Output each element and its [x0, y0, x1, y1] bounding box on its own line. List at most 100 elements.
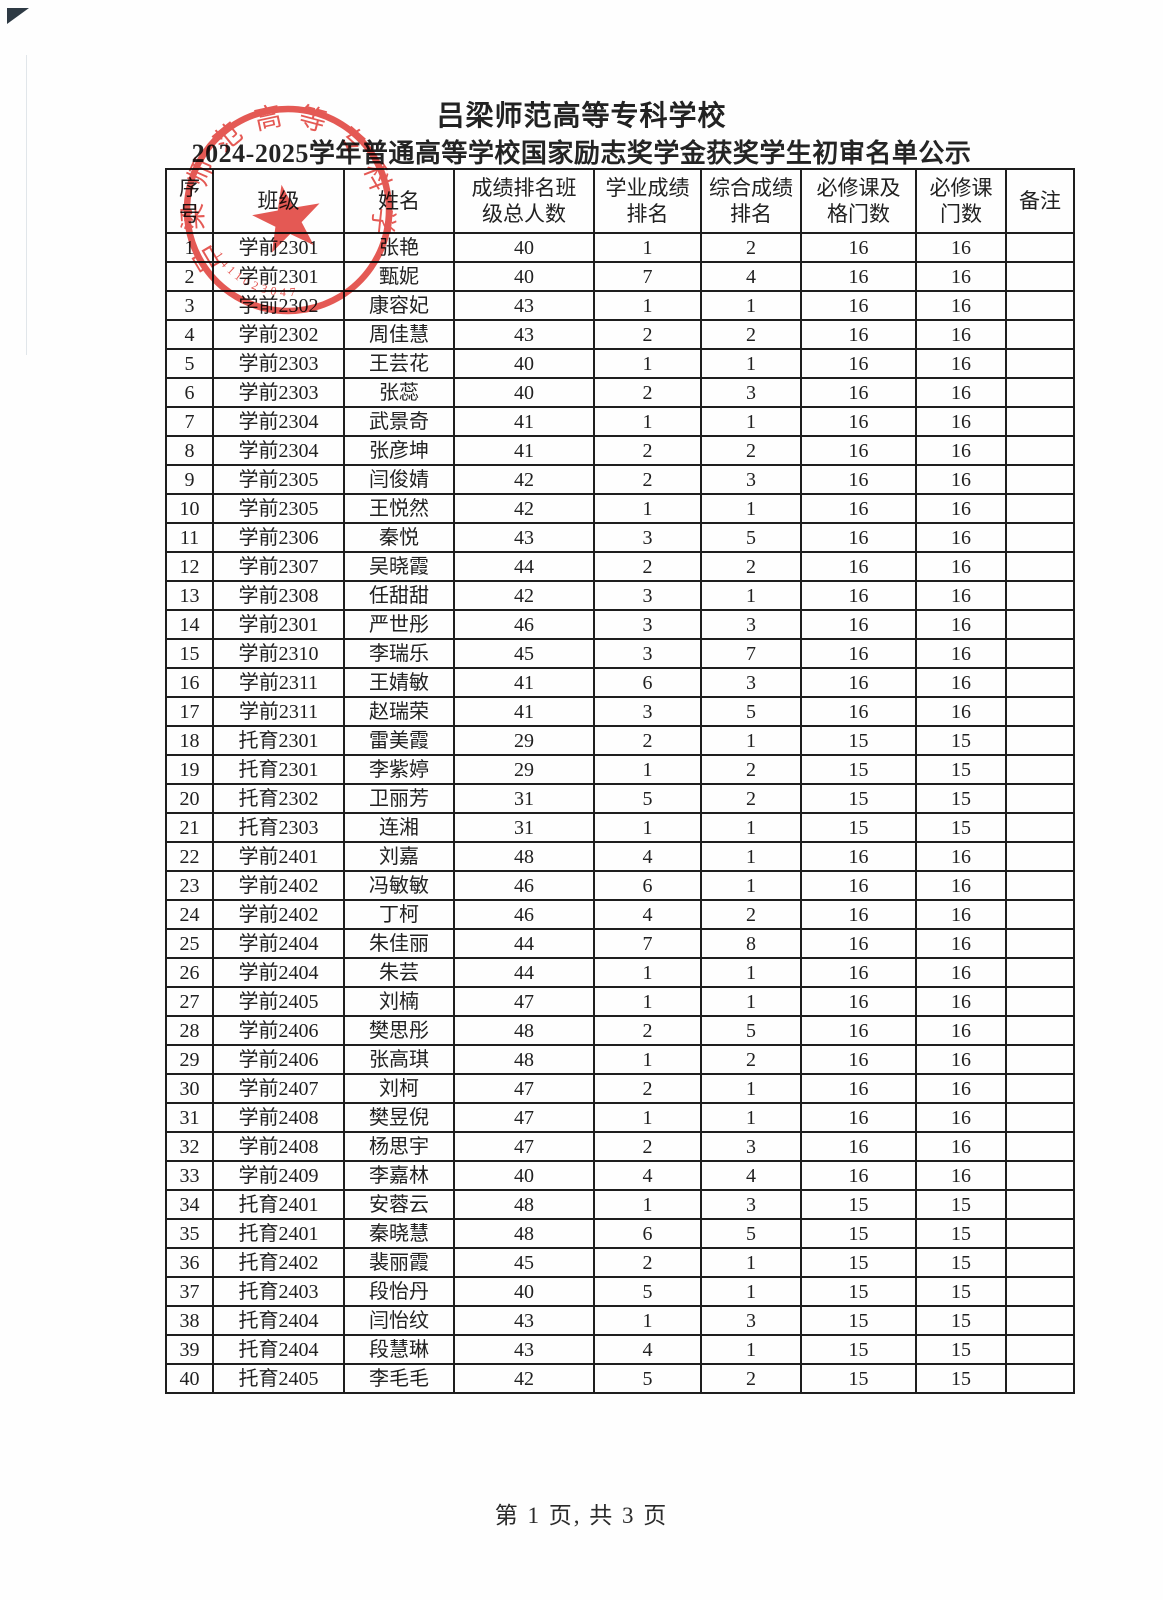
cell-no: 30	[165, 1073, 214, 1104]
cell-class_size: 31	[453, 812, 595, 843]
cell-academic_rank: 4	[593, 841, 702, 872]
cell-required_total: 16	[915, 551, 1007, 582]
cell-academic_rank: 3	[593, 522, 702, 553]
cell-academic_rank: 3	[593, 696, 702, 727]
cell-remark	[1005, 1276, 1075, 1307]
cell-class_size: 48	[453, 841, 595, 872]
cell-required_total: 16	[915, 1102, 1007, 1133]
cell-class: 学前2311	[212, 667, 345, 698]
cell-remark	[1005, 754, 1075, 785]
cell-required_total: 16	[915, 957, 1007, 988]
cell-class_size: 47	[453, 986, 595, 1017]
cell-overall_rank: 1	[700, 348, 802, 379]
cell-required_passed: 16	[800, 290, 917, 321]
cell-class_size: 48	[453, 1218, 595, 1249]
cell-class: 学前2408	[212, 1131, 345, 1162]
cell-required_passed: 16	[800, 1131, 917, 1162]
cell-no: 28	[165, 1015, 214, 1046]
cell-required_total: 16	[915, 319, 1007, 350]
cell-no: 40	[165, 1363, 214, 1394]
cell-overall_rank: 2	[700, 754, 802, 785]
cell-class_size: 43	[453, 319, 595, 350]
cell-required_passed: 16	[800, 232, 917, 263]
cell-required_passed: 16	[800, 1160, 917, 1191]
cell-name: 吴晓霞	[343, 551, 455, 582]
cell-overall_rank: 4	[700, 261, 802, 292]
table-header-row: 序号 班级 姓名 成绩排名班 级总人数 学业成绩 排名 综合成绩 排名 必修课及 格门数 必修…	[165, 168, 1075, 234]
cell-overall_rank: 2	[700, 319, 802, 350]
cell-remark	[1005, 1363, 1075, 1394]
cell-no: 29	[165, 1044, 214, 1075]
cell-remark	[1005, 1160, 1075, 1191]
cell-overall_rank: 1	[700, 1073, 802, 1104]
cell-no: 18	[165, 725, 214, 756]
cell-academic_rank: 1	[593, 1044, 702, 1075]
cell-class_size: 41	[453, 435, 595, 466]
cell-required_total: 16	[915, 261, 1007, 292]
cell-class_size: 43	[453, 522, 595, 553]
cell-required_total: 15	[915, 1305, 1007, 1336]
cell-no: 11	[165, 522, 214, 553]
cell-academic_rank: 2	[593, 435, 702, 466]
cell-class_size: 40	[453, 1276, 595, 1307]
table-row: 24 学前2402 丁柯 46 4 2 16 16	[165, 899, 1075, 930]
cell-class: 学前2311	[212, 696, 345, 727]
cell-class: 学前2407	[212, 1073, 345, 1104]
cell-required_total: 16	[915, 406, 1007, 437]
cell-required_total: 15	[915, 1334, 1007, 1365]
cell-class: 学前2405	[212, 986, 345, 1017]
cell-overall_rank: 3	[700, 1131, 802, 1162]
page-subtitle: 2024-2025学年普通高等学校国家励志奖学金获奖学生初审名单公示	[191, 139, 972, 168]
cell-class_size: 44	[453, 957, 595, 988]
cell-academic_rank: 1	[593, 232, 702, 263]
cell-remark	[1005, 1305, 1075, 1336]
cell-overall_rank: 2	[700, 1044, 802, 1075]
cell-no: 26	[165, 957, 214, 988]
cell-academic_rank: 2	[593, 464, 702, 495]
cell-name: 甄妮	[343, 261, 455, 292]
cell-class: 学前2305	[212, 493, 345, 524]
cell-name: 安蓉云	[343, 1189, 455, 1220]
cell-required_passed: 16	[800, 580, 917, 611]
award-roster-table: 序号 班级 姓名 成绩排名班 级总人数 学业成绩 排名 综合成绩 排名 必修课及 格门数 必修…	[165, 168, 1075, 1394]
table-row: 29 学前2406 张高琪 48 1 2 16 16	[165, 1044, 1075, 1075]
cell-required_passed: 16	[800, 870, 917, 901]
cell-academic_rank: 1	[593, 754, 702, 785]
cell-class_size: 31	[453, 783, 595, 814]
cell-overall_rank: 1	[700, 725, 802, 756]
cell-name: 闫怡纹	[343, 1305, 455, 1336]
table-row: 28 学前2406 樊思彤 48 2 5 16 16	[165, 1015, 1075, 1046]
header-overall_rank: 综合成绩 排名	[700, 168, 802, 234]
table-row: 26 学前2404 朱芸 44 1 1 16 16	[165, 957, 1075, 988]
cell-academic_rank: 1	[593, 1305, 702, 1336]
cell-remark	[1005, 493, 1075, 524]
cell-academic_rank: 2	[593, 1073, 702, 1104]
cell-required_passed: 16	[800, 319, 917, 350]
header-required_total: 必修课 门数	[915, 168, 1007, 234]
cell-no: 23	[165, 870, 214, 901]
table-row: 18 托育2301 雷美霞 29 2 1 15 15	[165, 725, 1075, 756]
cell-class: 学前2304	[212, 435, 345, 466]
cell-class_size: 40	[453, 377, 595, 408]
cell-name: 任甜甜	[343, 580, 455, 611]
cell-class: 学前2402	[212, 870, 345, 901]
cell-name: 刘嘉	[343, 841, 455, 872]
cell-name: 朱佳丽	[343, 928, 455, 959]
cell-overall_rank: 1	[700, 493, 802, 524]
cell-no: 4	[165, 319, 214, 350]
cell-name: 李紫婷	[343, 754, 455, 785]
cell-required_total: 16	[915, 870, 1007, 901]
cell-no: 10	[165, 493, 214, 524]
cell-no: 27	[165, 986, 214, 1017]
cell-class: 学前2302	[212, 319, 345, 350]
table-row: 35 托育2401 秦晓慧 48 6 5 15 15	[165, 1218, 1075, 1249]
cell-class: 学前2408	[212, 1102, 345, 1133]
table-row: 37 托育2403 段怡丹 40 5 1 15 15	[165, 1276, 1075, 1307]
table-row: 20 托育2302 卫丽芳 31 5 2 15 15	[165, 783, 1075, 814]
cell-remark	[1005, 551, 1075, 582]
cell-remark	[1005, 986, 1075, 1017]
cell-class: 托育2405	[212, 1363, 345, 1394]
cell-overall_rank: 3	[700, 609, 802, 640]
cell-academic_rank: 2	[593, 377, 702, 408]
cell-no: 32	[165, 1131, 214, 1162]
